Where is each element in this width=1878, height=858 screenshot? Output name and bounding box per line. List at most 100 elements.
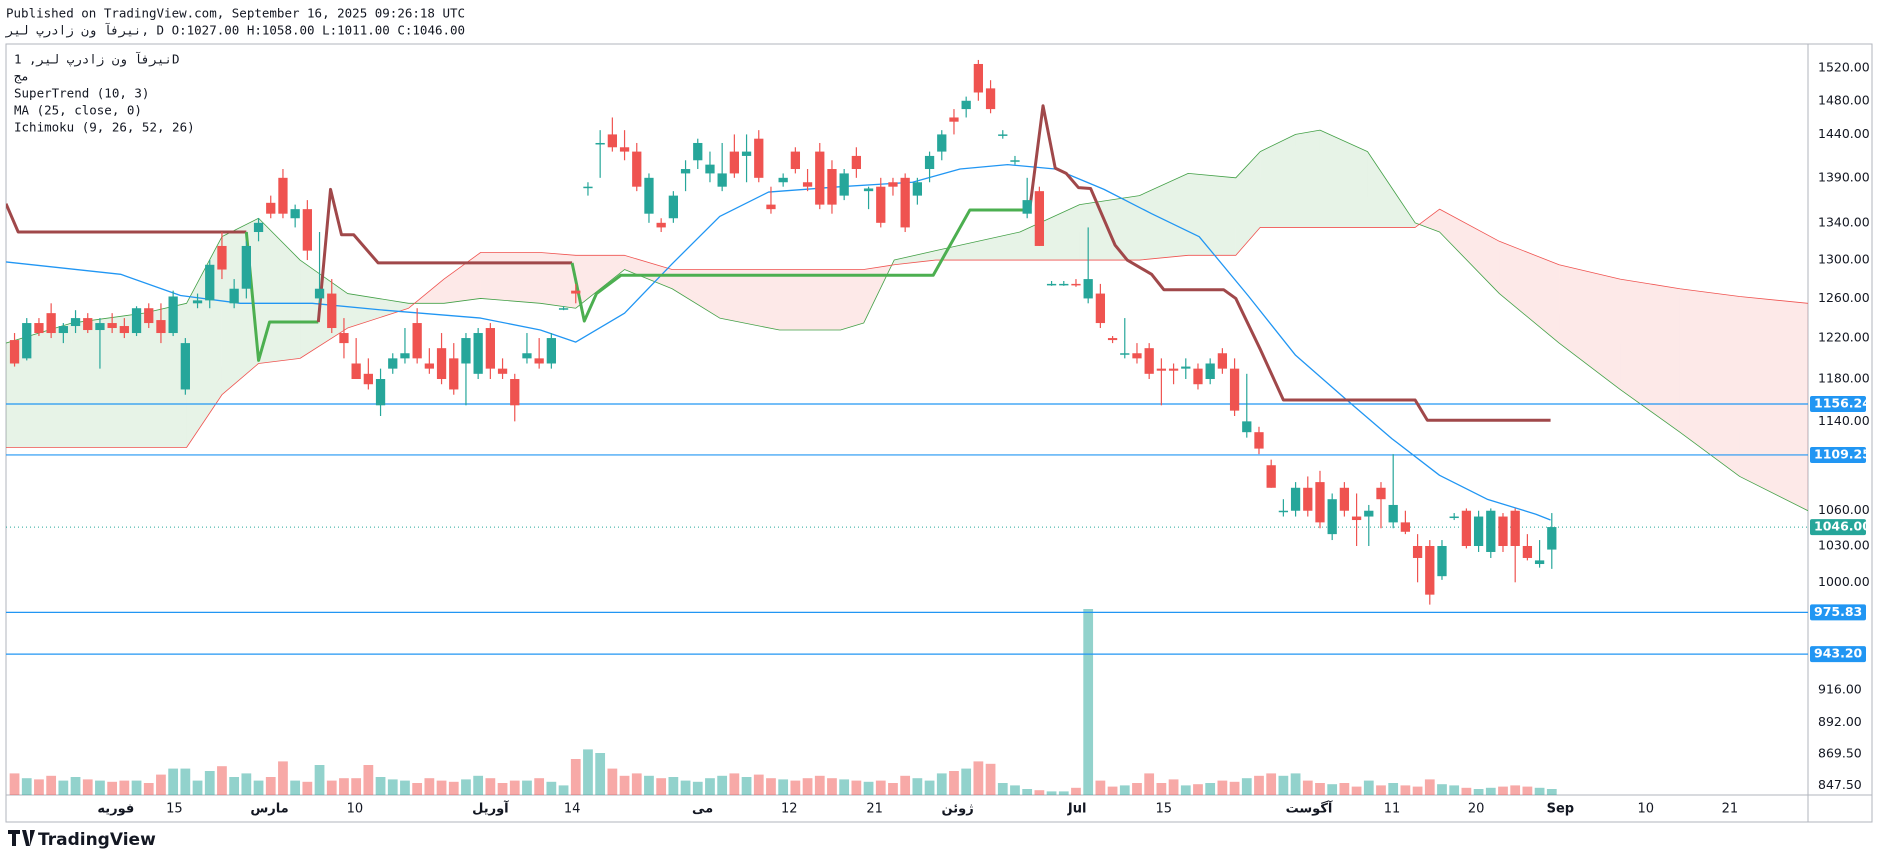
volume-bar (644, 775, 654, 795)
ma-line (6, 163, 1551, 521)
volume-bar (802, 778, 813, 795)
volume-bar (1144, 773, 1155, 795)
ichimoku-cloud (186, 236, 222, 448)
volume-bar (729, 773, 740, 795)
x-tick-label: Sep (1547, 802, 1575, 817)
ichimoku-cloud (347, 293, 409, 329)
volume-bar (827, 778, 837, 795)
candle-body (510, 379, 520, 406)
volume-bar (1217, 780, 1228, 795)
candle-body (766, 204, 776, 210)
candle-body (680, 169, 691, 174)
candle-body (375, 379, 386, 406)
candle-body (1510, 510, 1520, 546)
volume-bar (1424, 779, 1435, 795)
candle-body (888, 182, 898, 187)
candle-body (1315, 482, 1325, 523)
supertrend-line (6, 203, 247, 234)
volume-bar (1156, 783, 1167, 795)
candle-body (1461, 510, 1472, 546)
candle-body (229, 288, 239, 304)
legend-entry: نیرفآ ون زادرپ لیر, 1D (14, 52, 180, 68)
candle-body (1486, 510, 1496, 552)
volume-bar (1315, 783, 1325, 795)
volume-bar (973, 761, 984, 795)
candle-body (1388, 504, 1398, 523)
candle-body (1327, 499, 1337, 535)
candle-body (1205, 363, 1215, 380)
price-label: 1109.25 (1814, 446, 1871, 461)
candle-body (180, 343, 190, 390)
volume-bar (119, 780, 130, 795)
y-tick-label: 1260.00 (1818, 290, 1870, 305)
candle-body (693, 142, 703, 161)
logo: TradingView (8, 830, 156, 850)
candle-body (1364, 510, 1374, 517)
volume-bar (314, 765, 325, 795)
volume-bar (888, 783, 898, 795)
volume-bar (936, 773, 947, 795)
y-tick-label: 1390.00 (1818, 169, 1870, 184)
candle-body (278, 177, 288, 214)
legend-entry: Ichimoku (9, 26, 52, 26) (14, 120, 195, 135)
volume-bar (1522, 786, 1533, 795)
candle-body (1473, 516, 1484, 546)
candle-body (1168, 368, 1179, 371)
candle-body (534, 358, 544, 364)
ichimoku-cloud (719, 269, 780, 331)
ichimoku-cloud (1319, 130, 1368, 228)
volume-bar (436, 780, 447, 795)
logo-icon (8, 830, 35, 846)
x-tick-label: 15 (1156, 802, 1173, 817)
volume-bar (692, 781, 703, 795)
candle-body (619, 147, 630, 152)
candle-body (107, 323, 117, 329)
y-tick-label: 1440.00 (1818, 126, 1870, 141)
y-tick-label: 1220.00 (1818, 330, 1870, 345)
ichimoku-cloud (894, 250, 936, 265)
candle-body (1071, 283, 1081, 286)
candle-body (656, 222, 666, 228)
volume-bar (497, 783, 508, 795)
candle-body (802, 182, 813, 187)
ichimoku-span-a (6, 129, 1808, 512)
volume-bar (204, 771, 215, 795)
legend-entry: مج (14, 69, 29, 85)
logo-text: TradingView (38, 830, 156, 850)
candle-body (571, 290, 581, 294)
candle-body (485, 328, 495, 369)
volume-bar (766, 778, 776, 795)
volume-bar (1168, 779, 1179, 795)
volume-bar (375, 777, 386, 795)
candle-body (1254, 432, 1264, 449)
volume-bar (1473, 789, 1484, 795)
candle-body (70, 318, 81, 327)
volume-bar (1327, 784, 1338, 795)
candle-body (95, 323, 105, 331)
x-tick-label: می (692, 802, 713, 817)
volume-bar (1083, 609, 1094, 795)
ichimoku-cloud (1415, 209, 1440, 233)
candle-body (400, 353, 410, 359)
candle-body (778, 177, 788, 183)
candle-body (876, 186, 886, 223)
candle-body (302, 209, 312, 251)
volume-bar (180, 768, 191, 795)
ohlc-line: نیرفآ ون زادرپ لیر, D O:1027.00 H:1058.0… (5, 23, 465, 39)
volume-bar (900, 775, 911, 795)
volume-bar (1193, 784, 1203, 795)
volume-bar (997, 783, 1008, 795)
candle-body (168, 296, 178, 334)
candle-body (1107, 338, 1118, 341)
ichimoku-cloud (443, 252, 481, 304)
candle-body (314, 288, 325, 299)
y-tick-label: 1300.00 (1818, 252, 1870, 267)
candle-body (1498, 516, 1508, 546)
volume-bar (1205, 783, 1216, 795)
volume-bar (985, 763, 996, 795)
candle-body (558, 308, 569, 310)
volume-bar (278, 761, 288, 795)
y-tick-label: 1520.00 (1818, 60, 1870, 75)
volume-bar (1412, 786, 1423, 795)
